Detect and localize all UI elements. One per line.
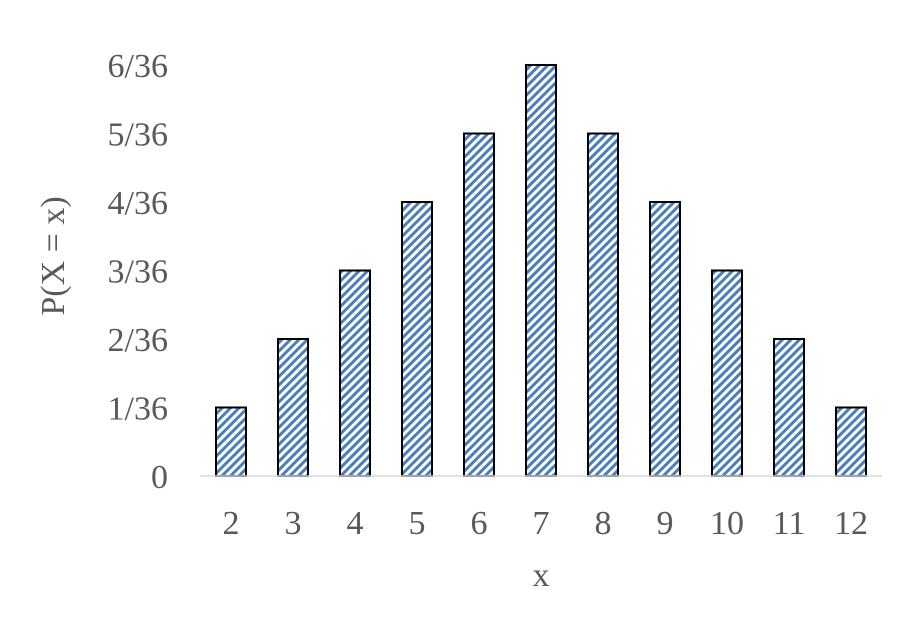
y-axis-ticks: 0 1/36 2/36 3/36 4/36 5/36 6/36 [108, 48, 168, 496]
y-axis-title: P(X = x) [35, 196, 72, 315]
x-tick-label: 9 [657, 505, 674, 542]
bars [215, 64, 867, 477]
bar-x-6 [463, 132, 495, 477]
x-tick-label: 3 [285, 505, 302, 542]
x-tick-label: 12 [834, 505, 868, 542]
y-tick-label: 5/36 [108, 117, 168, 154]
x-tick-label: 11 [773, 505, 806, 542]
y-tick-label: 0 [151, 459, 168, 496]
x-tick-label: 10 [710, 505, 744, 542]
bar-x-3 [277, 338, 309, 477]
y-tick-label: 3/36 [108, 254, 168, 291]
bar-x-7 [525, 64, 557, 477]
bar-x-2 [215, 406, 247, 477]
bar-x-12 [835, 406, 867, 477]
bar-x-5 [401, 201, 433, 477]
x-tick-label: 2 [223, 505, 240, 542]
bar-x-11 [773, 338, 805, 477]
x-tick-label: 4 [347, 505, 364, 542]
y-tick-label: 4/36 [108, 185, 168, 222]
y-tick-label: 2/36 [108, 322, 168, 359]
bar-x-10 [711, 269, 743, 477]
bar-x-9 [649, 201, 681, 477]
x-tick-label: 6 [471, 505, 488, 542]
bar-x-8 [587, 132, 619, 477]
x-tick-label: 5 [409, 505, 426, 542]
y-tick-label: 6/36 [108, 48, 168, 85]
y-tick-label: 1/36 [108, 391, 168, 428]
x-tick-label: 7 [533, 505, 550, 542]
bar-x-4 [339, 269, 371, 477]
x-tick-label: 8 [595, 505, 612, 542]
x-axis-title: x [533, 557, 550, 594]
x-axis-ticks: 2 3 4 5 6 7 8 9 10 11 12 [223, 505, 869, 542]
